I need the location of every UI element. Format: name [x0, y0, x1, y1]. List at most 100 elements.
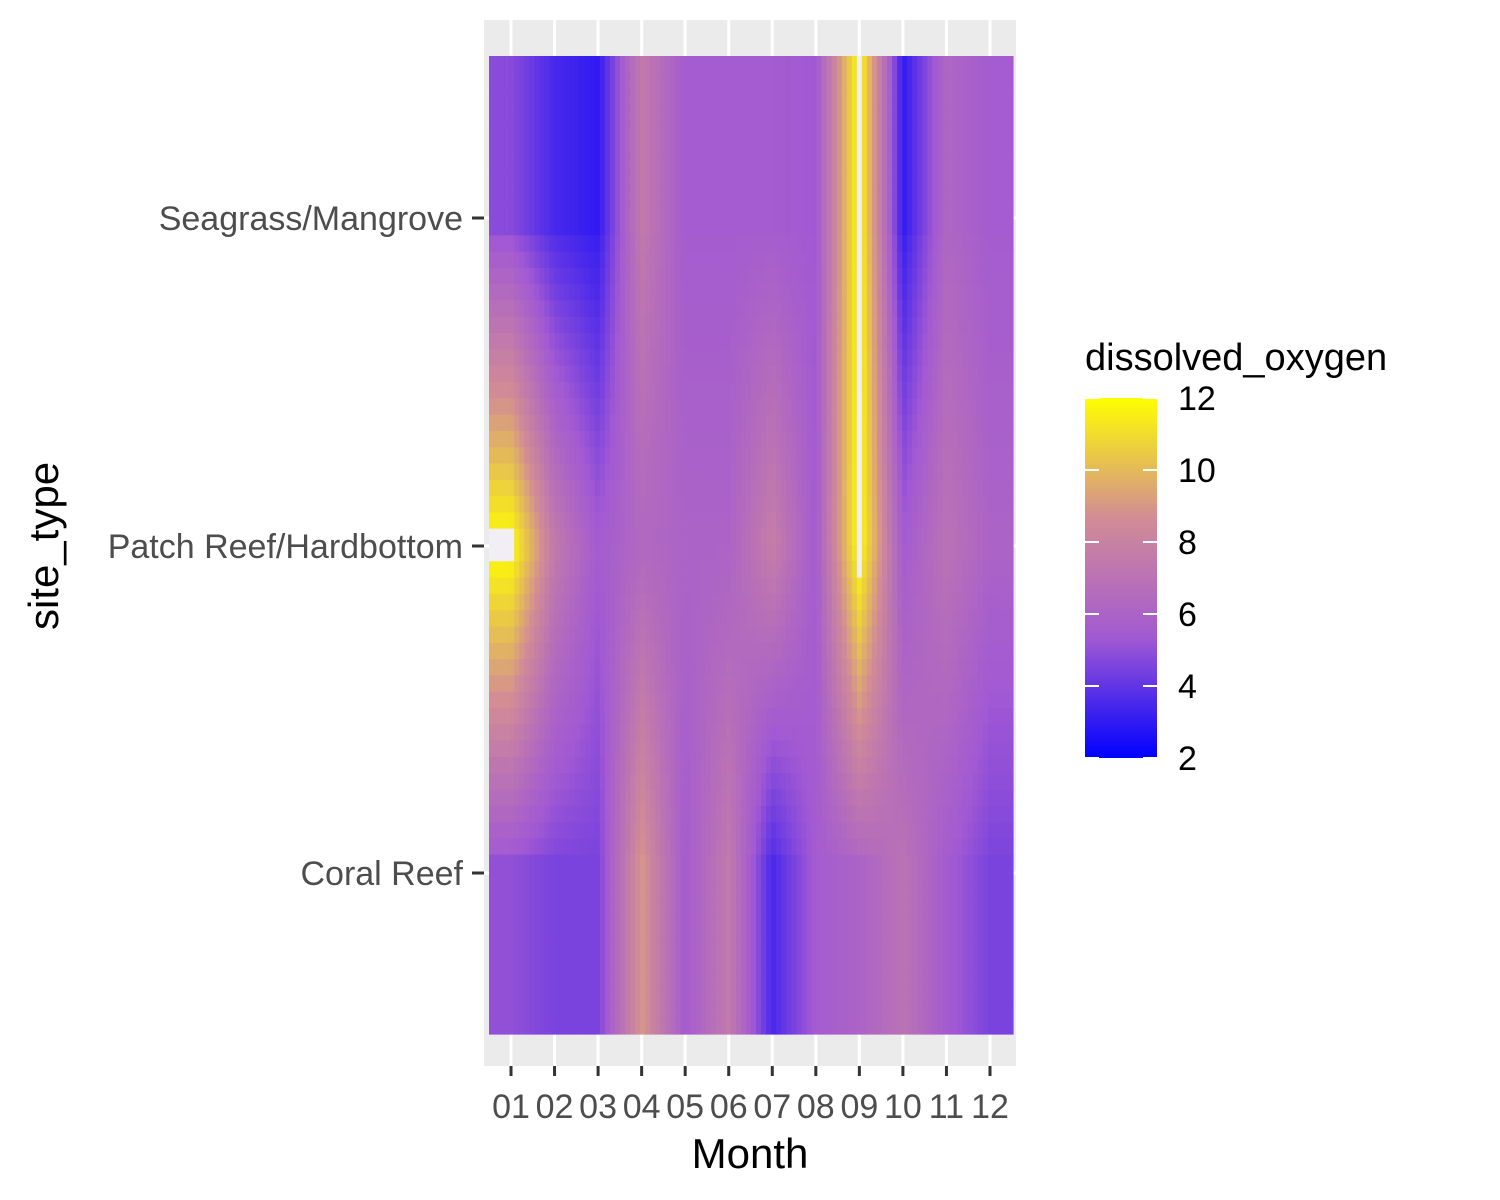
heatmap-cell	[700, 186, 707, 204]
heatmap-cell	[499, 219, 505, 236]
heatmap-cell	[529, 137, 535, 155]
heatmap-cell	[897, 479, 903, 497]
heatmap-cell	[977, 414, 984, 432]
heatmap-cell	[725, 773, 732, 791]
heatmap-cell	[660, 496, 666, 513]
heatmap-cell	[609, 463, 616, 481]
heatmap-cell	[796, 496, 802, 513]
heatmap-cell	[504, 382, 510, 399]
heatmap-cell	[544, 430, 551, 448]
heatmap-cell	[826, 708, 833, 725]
heatmap-cell	[871, 528, 878, 546]
heatmap-cell	[499, 789, 505, 807]
heatmap-cell	[902, 349, 908, 367]
heatmap-cell	[821, 659, 828, 676]
heatmap-cell	[821, 414, 828, 432]
heatmap-cell	[972, 691, 979, 709]
heatmap-cell	[942, 479, 949, 497]
heatmap-cell	[876, 724, 883, 742]
heatmap-cell	[504, 235, 510, 253]
heatmap-cell	[861, 333, 868, 350]
heatmap-cell	[509, 659, 515, 676]
heatmap-cell	[494, 398, 500, 416]
heatmap-cell	[549, 805, 556, 823]
heatmap-cell	[786, 463, 792, 481]
heatmap-cell	[866, 316, 873, 334]
heatmap-cell	[826, 447, 833, 465]
heatmap-cell	[690, 267, 697, 285]
heatmap-cell	[806, 675, 813, 693]
heatmap-cell	[816, 88, 823, 106]
heatmap-cell	[720, 251, 727, 269]
heatmap-cell	[574, 593, 581, 611]
heatmap-cell	[932, 186, 939, 204]
heatmap-cell	[589, 626, 596, 644]
heatmap-cell	[589, 789, 596, 807]
heatmap-cell	[957, 512, 964, 530]
heatmap-cell	[690, 789, 697, 807]
heatmap-cell	[499, 593, 505, 611]
heatmap-cell	[494, 496, 500, 513]
heatmap-cell	[554, 121, 561, 139]
heatmap-cell	[957, 642, 964, 660]
heatmap-cell	[519, 153, 525, 171]
heatmap-cell	[584, 235, 591, 253]
heatmap-cell	[514, 659, 520, 676]
heatmap-cell	[534, 251, 540, 269]
heatmap-cell	[655, 512, 661, 530]
heatmap-cell	[604, 610, 611, 628]
heatmap-cell	[771, 316, 777, 334]
heatmap-cell	[987, 773, 994, 791]
heatmap-cell	[1007, 333, 1014, 350]
heatmap-cell	[509, 382, 515, 399]
heatmap-cell	[821, 219, 828, 236]
heatmap-cell	[821, 447, 828, 465]
heatmap-cell	[927, 88, 933, 106]
heatmap-cell	[866, 805, 873, 823]
heatmap-cell	[534, 610, 540, 628]
heatmap-cell	[609, 365, 616, 383]
heatmap-cell	[660, 414, 666, 432]
heatmap-cell	[892, 414, 898, 432]
heatmap-cell	[861, 316, 868, 334]
heatmap-cell	[967, 56, 974, 73]
heatmap-cell	[786, 219, 792, 236]
heatmap-cell	[700, 626, 707, 644]
heatmap-cell	[625, 691, 631, 709]
heatmap-cell	[549, 756, 556, 774]
heatmap-cell	[705, 153, 712, 171]
heatmap-cell	[625, 659, 631, 676]
heatmap-cell	[494, 153, 500, 171]
heatmap-cell	[892, 447, 898, 465]
heatmap-cell	[771, 365, 777, 383]
heatmap-cell	[866, 104, 873, 122]
heatmap-cell	[534, 724, 540, 742]
heatmap-cell	[594, 414, 601, 432]
heatmap-cell	[670, 251, 677, 269]
heatmap-cell	[937, 593, 944, 611]
heatmap-cell	[776, 219, 782, 236]
heatmap-cell	[761, 577, 767, 595]
heatmap-cell	[856, 153, 863, 171]
heatmap-cell	[846, 153, 853, 171]
heatmap-cell	[655, 756, 661, 774]
heatmap-cell	[982, 56, 989, 73]
heatmap-cell	[781, 235, 787, 253]
heatmap-cell	[761, 545, 767, 562]
heatmap-cell	[564, 512, 571, 530]
heatmap-cell	[887, 577, 893, 595]
heatmap-cell	[645, 659, 651, 676]
heatmap-cell	[650, 626, 656, 644]
heatmap-cell	[811, 789, 818, 807]
heatmap-cell	[544, 675, 551, 693]
heatmap-cell	[786, 528, 792, 546]
heatmap-cell	[816, 528, 823, 546]
heatmap-cell	[625, 626, 631, 644]
heatmap-cell	[645, 137, 651, 155]
heatmap-cell	[650, 691, 656, 709]
heatmap-cell	[685, 577, 692, 595]
heatmap-cell	[967, 593, 974, 611]
heatmap-cell	[710, 822, 717, 839]
heatmap-cell	[599, 316, 606, 334]
heatmap-cell	[650, 610, 656, 628]
